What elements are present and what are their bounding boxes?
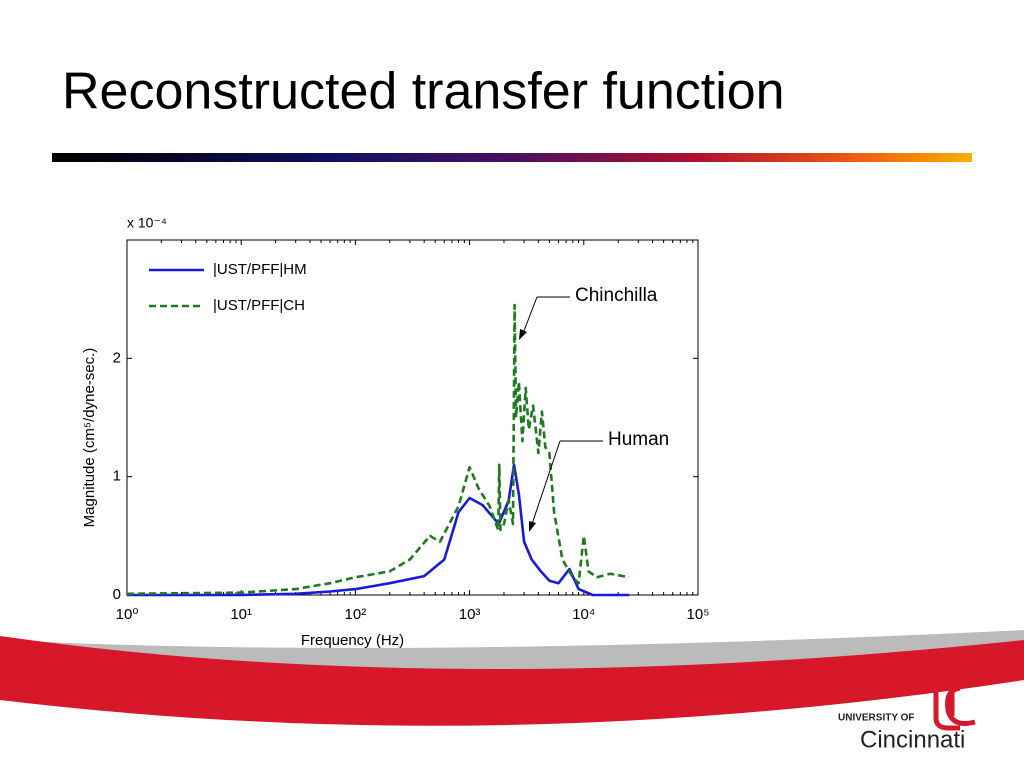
footer-white [0, 680, 1024, 768]
y-multiplier: x 10⁻⁴ [127, 215, 167, 231]
slide-title: Reconstructed transfer function [62, 63, 785, 121]
data-line [126, 303, 630, 596]
arrow-head [519, 329, 527, 340]
x-tick-label: 10⁵ [687, 606, 710, 623]
x-tick-label: 10² [345, 606, 367, 623]
x-tick-label: 10⁴ [572, 606, 595, 623]
plot-frame [126, 239, 699, 596]
annotation: Human [608, 429, 669, 450]
x-tick-label: 10¹ [230, 606, 252, 623]
data-line [127, 463, 630, 597]
title-rule [52, 153, 972, 162]
annotation: Chinchilla [575, 285, 658, 306]
legend-label: |UST/PFF|CH [213, 297, 305, 314]
y-tick-label: 2 [113, 349, 121, 366]
chart: 10⁰ 10¹ 10² 10³ 10⁴ 10⁵ 0 1 2 x 10⁻⁴ Frequency (Hz… [81, 215, 709, 649]
legend-label: |UST/PFF|HM [213, 261, 307, 278]
y-tick-label: 0 [113, 586, 121, 603]
annotation-arrow [521, 296, 538, 337]
logo-top: UNIVERSITY OF [838, 713, 915, 724]
annotation-arrow [530, 440, 561, 528]
x-axis-label: Frequency (Hz) [301, 632, 404, 649]
logo-mark [933, 685, 976, 731]
logo-name: Cincinnati [860, 726, 965, 753]
y-axis-label: Magnitude (cm⁵/dyne-sec.) [81, 348, 98, 528]
y-tick-label: 1 [113, 468, 121, 485]
arrow-head [529, 521, 536, 532]
x-tick-label: 10³ [459, 606, 481, 623]
x-tick-label: 10⁰ [116, 606, 139, 623]
